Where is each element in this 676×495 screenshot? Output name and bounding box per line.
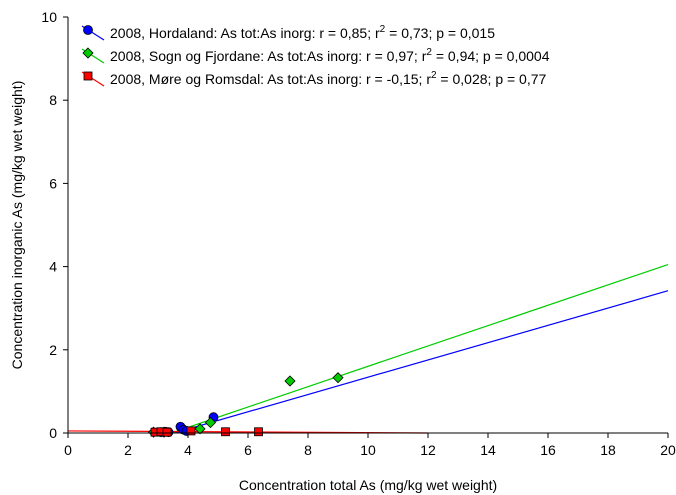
legend-text: 2008, Møre og Romsdal: As tot:As inorg: … xyxy=(110,71,431,87)
data-point xyxy=(194,423,206,435)
fit-lines xyxy=(67,263,669,434)
y-axis-title: Concentration inorganic As (mg/kg wet we… xyxy=(9,81,25,370)
x-tick-label: 14 xyxy=(480,442,496,458)
y-tick-label: 6 xyxy=(49,175,57,191)
legend-superscript: 2 xyxy=(431,70,437,81)
x-tick-label: 10 xyxy=(360,442,376,458)
legend-entry: 2008, Sogn og Fjordane: As tot:As inorg:… xyxy=(110,47,550,64)
x-tick-label: 4 xyxy=(184,442,192,458)
legend-superscript: 2 xyxy=(380,24,386,35)
x-tick-label: 2 xyxy=(124,442,132,458)
data-point xyxy=(284,375,296,387)
y-tick-label: 4 xyxy=(49,259,57,275)
fit-line xyxy=(174,290,669,434)
tick-labels: 0 2 4 6 8 10 12 14 16 18 20 0 2 4 6 8 10 xyxy=(41,9,676,458)
x-tick-label: 16 xyxy=(540,442,556,458)
data-point xyxy=(162,427,172,437)
legend-text: 2008, Hordaland: As tot:As inorg: r = 0,… xyxy=(110,25,380,41)
y-tick-label: 10 xyxy=(41,9,57,25)
x-tick-label: 6 xyxy=(244,442,252,458)
axes xyxy=(63,16,669,438)
legend-marker xyxy=(83,71,93,81)
fit-line xyxy=(171,263,669,434)
data-point xyxy=(204,417,217,429)
x-tick-label: 18 xyxy=(600,442,616,458)
y-tick-label: 8 xyxy=(49,92,57,108)
y-tick-label: 2 xyxy=(49,342,57,358)
x-axis-title: Concentration total As (mg/kg wet weight… xyxy=(239,477,497,493)
x-tick-label: 20 xyxy=(660,442,676,458)
x-tick-label: 12 xyxy=(420,442,436,458)
x-tick-label: 0 xyxy=(64,442,72,458)
legend-text: 2008, Sogn og Fjordane: As tot:As inorg:… xyxy=(110,48,427,64)
legend: 2008, Hordaland: As tot:As inorg: r = 0,… xyxy=(81,24,550,87)
data-point xyxy=(221,427,230,437)
legend-entry: 2008, Møre og Romsdal: As tot:As inorg: … xyxy=(110,70,547,87)
legend-marker xyxy=(83,25,93,35)
legend-superscript: 2 xyxy=(426,47,432,58)
x-tick-label: 8 xyxy=(304,442,312,458)
legend-marker xyxy=(82,47,94,59)
y-tick-label: 0 xyxy=(49,425,57,441)
legend-text: = 0,028; p = 0,77 xyxy=(437,71,547,87)
data-points xyxy=(147,372,344,438)
legend-text: = 0,73; p = 0,015 xyxy=(385,25,495,41)
legend-text: = 0,94; p = 0,0004 xyxy=(432,48,550,64)
legend-entry: 2008, Hordaland: As tot:As inorg: r = 0,… xyxy=(110,24,495,41)
data-point xyxy=(186,426,196,436)
data-point xyxy=(332,372,344,384)
data-point xyxy=(254,427,263,437)
